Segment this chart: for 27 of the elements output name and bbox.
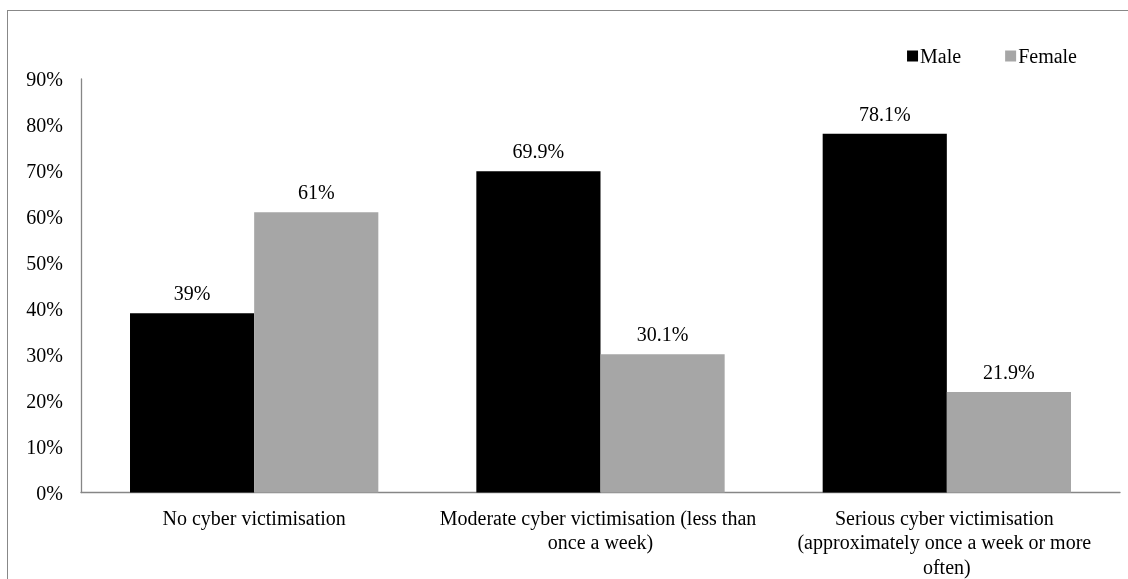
data-label: 21.9%	[983, 360, 1035, 383]
data-label: 30.1%	[636, 323, 689, 346]
legend-label: Male	[920, 45, 962, 67]
y-tick-label: 40%	[26, 297, 63, 320]
y-tick-label: 20%	[26, 389, 63, 412]
y-tick-label: 0%	[36, 481, 63, 504]
data-label: 78.1%	[858, 102, 911, 125]
bar	[600, 354, 725, 493]
bar	[476, 171, 601, 493]
y-tick-label: 30%	[26, 343, 63, 366]
data-label: 69.9%	[512, 140, 565, 163]
y-tick-label: 90%	[26, 68, 63, 90]
bar	[822, 133, 947, 493]
y-tick-label: 80%	[26, 113, 63, 136]
y-tick-label: 50%	[26, 251, 63, 274]
y-tick-label: 10%	[26, 435, 63, 458]
data-label: 39%	[173, 282, 211, 305]
y-tick-label: 60%	[26, 205, 63, 228]
data-label: 61%	[297, 181, 335, 204]
x-tick-label: No cyber victimisation	[162, 506, 346, 530]
y-tick-label: 70%	[26, 159, 63, 182]
bar	[946, 391, 1071, 493]
legend-label: Female	[1018, 45, 1078, 67]
x-tick-label: Moderate cyber victimisation (less than once a week)	[439, 506, 762, 555]
x-tick-label: Serious cyber victimisation (approximately once a week or more often)	[797, 506, 1097, 579]
bar	[130, 313, 255, 493]
bar	[254, 212, 379, 493]
